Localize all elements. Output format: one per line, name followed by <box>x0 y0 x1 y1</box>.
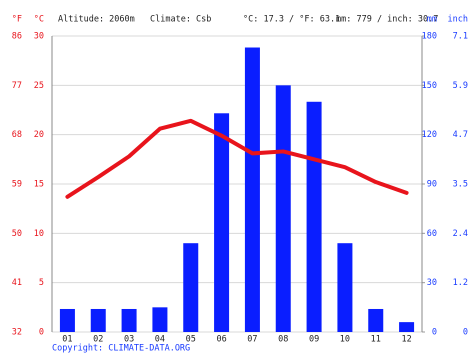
bar <box>90 308 106 332</box>
bar <box>275 85 291 332</box>
x-tick-label: 01 <box>62 335 72 345</box>
x-tick-label: 08 <box>278 335 288 345</box>
y-tick-label: 25 <box>34 81 44 91</box>
x-tick-label: 09 <box>309 335 319 345</box>
y-tick-label-f: 59 <box>12 180 22 190</box>
unit-label: °C <box>34 15 44 25</box>
y2-tick-label-inch: 7.1 <box>453 32 468 42</box>
y2-tick-label-inch: 2.4 <box>453 229 468 239</box>
bar <box>183 243 199 332</box>
y-tick-label: 5 <box>39 278 44 288</box>
y-tick-label-f: 32 <box>12 328 22 338</box>
y2-tick-label-inch: 3.5 <box>453 180 468 190</box>
bar <box>152 307 168 332</box>
x-tick-label: 07 <box>247 335 257 345</box>
y-tick-label-f: 41 <box>12 278 22 288</box>
y2-tick-label: 60 <box>427 229 437 239</box>
x-tick-label: 02 <box>93 335 103 345</box>
y-tick-label: 10 <box>34 229 44 239</box>
y2-tick-label-inch: 0 <box>463 328 468 338</box>
bar <box>368 308 384 332</box>
unit-label: inch <box>448 15 468 25</box>
bar <box>59 308 75 332</box>
y2-tick-label-inch: 4.7 <box>453 130 468 140</box>
footer: Copyright: CLIMATE-DATA.ORG <box>52 344 190 354</box>
temperature-summary: °C: 17.3 / °F: 63.1 <box>243 15 340 25</box>
y2-tick-label: 30 <box>427 278 437 288</box>
y-tick-label-f: 86 <box>12 32 22 42</box>
y2-tick-label: 150 <box>422 81 437 91</box>
x-tick-label: 05 <box>186 335 196 345</box>
y2-tick-label: 180 <box>422 32 437 42</box>
x-tick-label: 12 <box>401 335 411 345</box>
x-tick-label: 06 <box>216 335 226 345</box>
y-tick-label-f: 50 <box>12 229 22 239</box>
y-tick-label-f: 68 <box>12 130 22 140</box>
precipitation-summary: mm: 779 / inch: 30.7 <box>336 15 438 25</box>
bar <box>214 113 230 333</box>
y2-tick-label-inch: 1.2 <box>453 278 468 288</box>
temperature-line <box>65 118 409 199</box>
bar <box>244 47 260 333</box>
bar <box>306 101 322 333</box>
x-tick-label: 04 <box>155 335 165 345</box>
x-tick-label: 03 <box>124 335 134 345</box>
bar <box>399 322 415 332</box>
x-tick-label: 11 <box>371 335 381 345</box>
altitude: Altitude: 2060m <box>58 15 135 25</box>
x-tick-label: 10 <box>340 335 350 345</box>
y-tick-label-f: 77 <box>12 81 22 91</box>
bar <box>121 308 137 332</box>
y-tick-label: 30 <box>34 32 44 42</box>
y2-tick-label: 0 <box>432 328 437 338</box>
y-tick-label: 20 <box>34 130 44 140</box>
climate: Climate: Csb <box>150 15 211 25</box>
unit-label: mm <box>427 15 437 25</box>
y2-tick-label: 120 <box>422 130 437 140</box>
y-tick-label: 15 <box>34 180 44 190</box>
y2-tick-label: 90 <box>427 180 437 190</box>
unit-label: °F <box>12 15 22 25</box>
bar <box>337 243 353 332</box>
y2-tick-label-inch: 5.9 <box>453 81 468 91</box>
y-tick-label: 0 <box>39 328 44 338</box>
